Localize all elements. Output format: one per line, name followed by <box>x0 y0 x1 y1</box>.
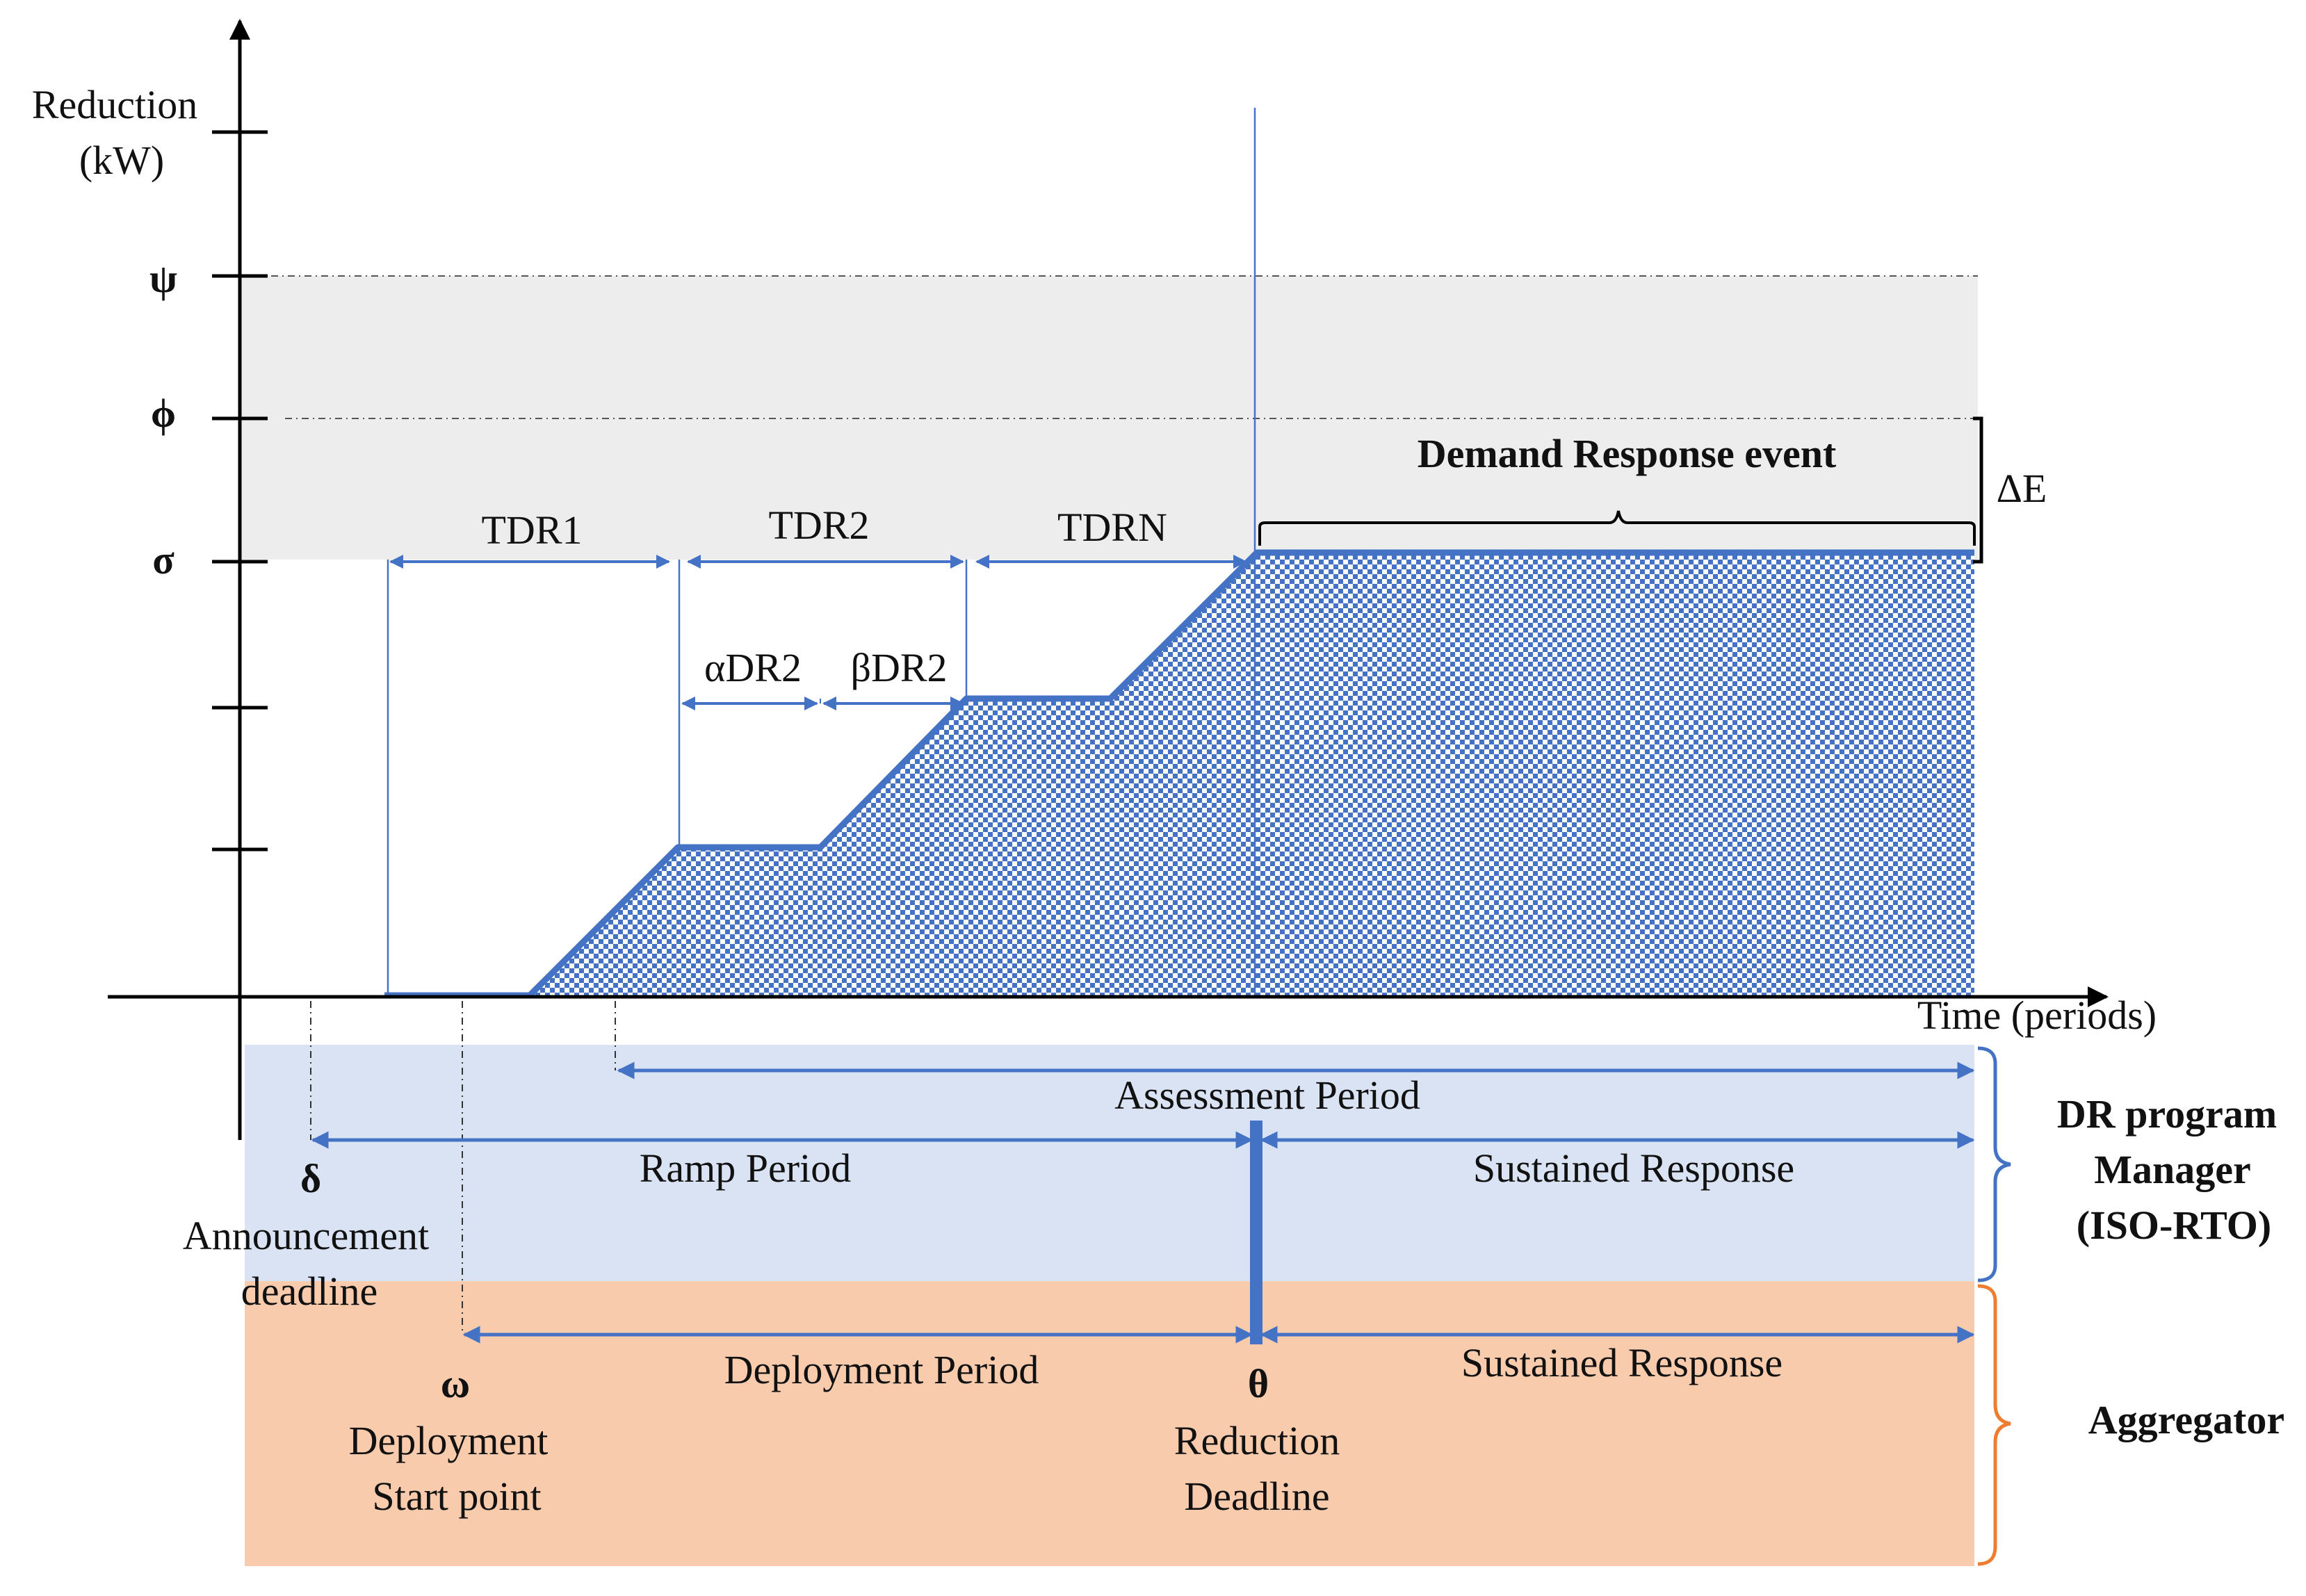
dr-event-brace <box>1258 510 1976 546</box>
deployment-start-line1: Deployment <box>349 1418 549 1463</box>
manager-brace <box>1977 1046 2011 1282</box>
x-axis-label: Time (periods) <box>1917 993 2157 1038</box>
announcement-deadline-line1: Announcement <box>183 1213 429 1258</box>
reduction-area <box>530 553 1974 995</box>
delta-e-bracket <box>1973 416 1983 564</box>
aggregator-brace <box>1977 1284 2011 1566</box>
reduction-deadline-line2: Deadline <box>1184 1474 1329 1519</box>
deployment-start-line2: Start point <box>372 1474 541 1519</box>
aggregator-label: Aggregator <box>2088 1397 2284 1442</box>
tdr1-label: TDR1 <box>482 507 583 553</box>
tdrn-label: TDRN <box>1057 505 1167 550</box>
sustained-response-top-label: Sustained Response <box>1473 1146 1794 1191</box>
tick-label-sigma: σ <box>152 537 174 583</box>
sustained-response-bottom-label: Sustained Response <box>1461 1340 1783 1385</box>
y-axis-label-line2: (kW) <box>79 138 164 183</box>
delta-symbol: δ <box>300 1156 321 1201</box>
y-ticks <box>212 130 268 852</box>
tick-label-psi: ψ <box>149 256 177 301</box>
tick-label-phi: ϕ <box>151 391 176 436</box>
manager-label-line1: DR program <box>2057 1091 2277 1137</box>
deployment-period-label: Deployment Period <box>724 1347 1039 1392</box>
y-axis-label-line1: Reduction <box>32 82 197 127</box>
manager-label-line2: Manager <box>2094 1147 2251 1192</box>
omega-symbol: ω <box>441 1361 470 1406</box>
alpha-dr2-label: αDR2 <box>704 645 802 690</box>
reduction-profile-line <box>384 549 1974 999</box>
theta-symbol: θ <box>1248 1361 1269 1406</box>
manager-band <box>245 1045 1974 1281</box>
reduction-deadline-bar <box>1250 1121 1262 1344</box>
ramp-period-label: Ramp Period <box>640 1146 851 1191</box>
delta-e-label: ΔE <box>1997 466 2047 511</box>
assessment-period-label: Assessment Period <box>1114 1073 1420 1118</box>
reduction-deadline-line1: Reduction <box>1174 1418 1340 1463</box>
announcement-deadline-line2: deadline <box>241 1269 377 1314</box>
dr-event-title: Demand Response event <box>1418 431 1837 476</box>
tdr2-label: TDR2 <box>769 503 870 548</box>
manager-label-line3: (ISO-RTO) <box>2077 1203 2271 1248</box>
beta-dr2-label: βDR2 <box>850 645 947 690</box>
